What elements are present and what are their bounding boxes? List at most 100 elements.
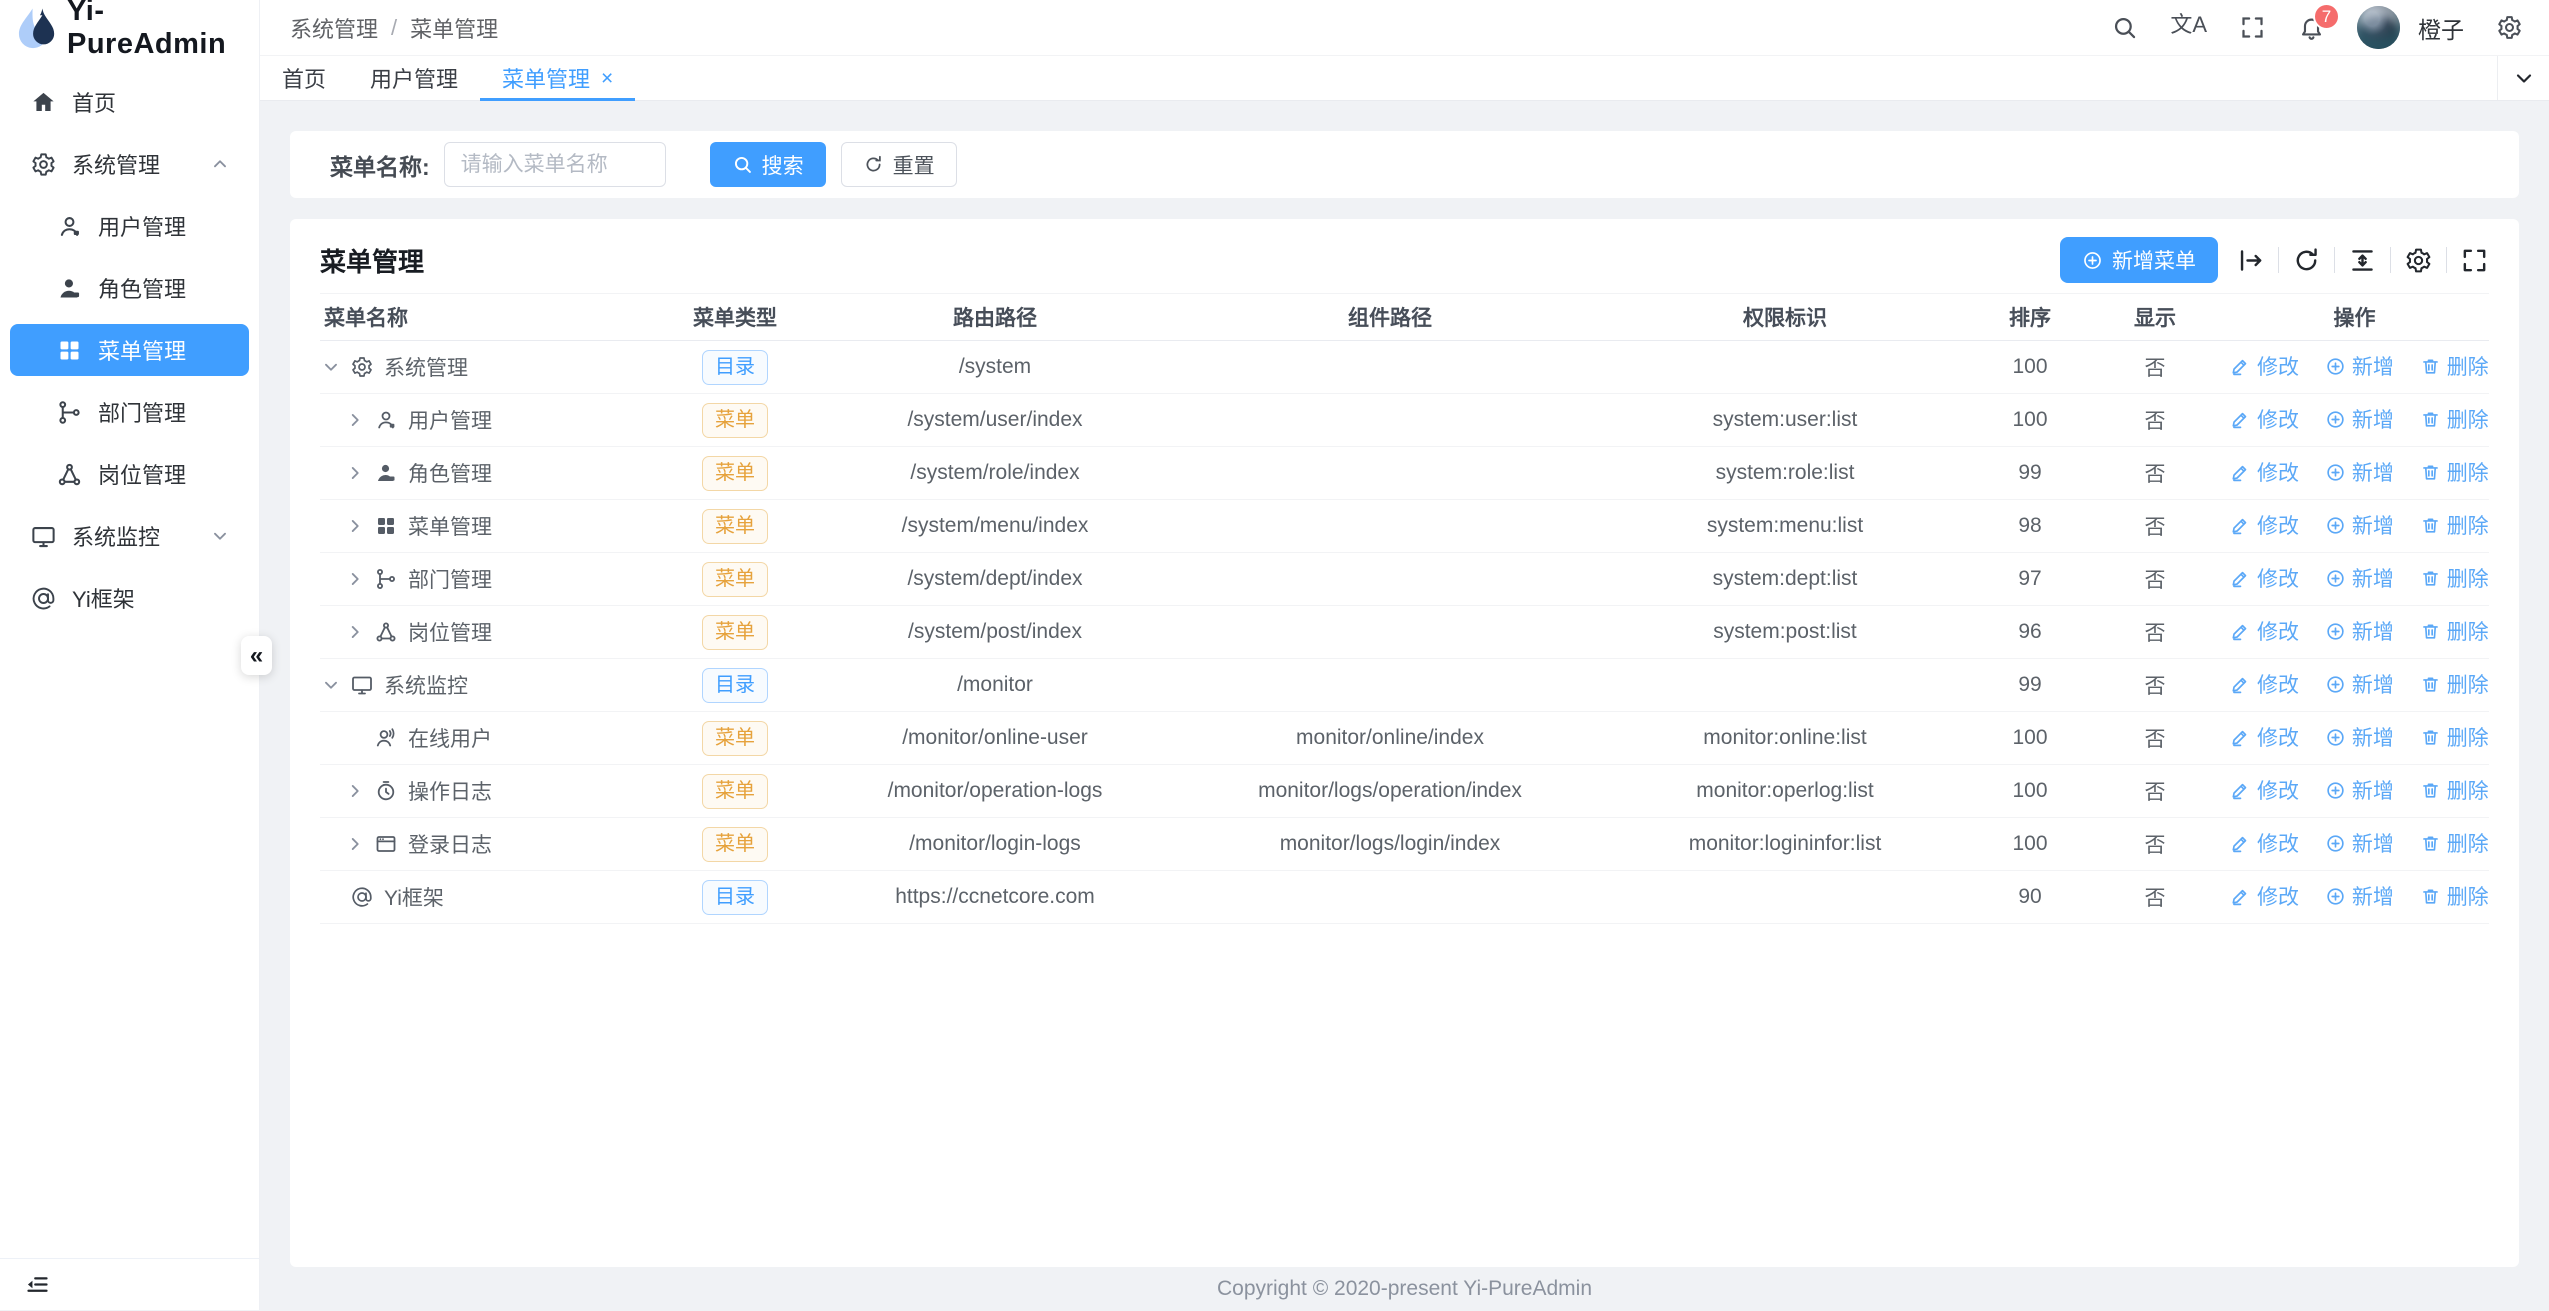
add-link[interactable]: 新增 [2325,828,2394,858]
edit-link[interactable]: 修改 [2230,722,2299,752]
menu-name: 菜单管理 [408,516,492,539]
chevron-right-icon[interactable] [344,621,366,643]
sidebar-item-dept[interactable]: 部门管理 [10,386,249,438]
permission-key: monitor:logininfor:list [1600,817,1970,871]
edit-link[interactable]: 修改 [2230,881,2299,911]
sort-value: 100 [1970,817,2090,871]
menu-name-input[interactable] [443,142,666,187]
tab-菜单管理[interactable]: 菜单管理 × [480,56,636,101]
sort-value: 90 [1970,870,2090,924]
edit-link[interactable]: 修改 [2230,828,2299,858]
delete-link[interactable]: 删除 [2420,351,2489,381]
post-icon [374,620,398,644]
sidebar-item-post[interactable]: 岗位管理 [10,448,249,500]
chevron-right-icon[interactable] [344,515,366,537]
breadcrumb-item[interactable]: 系统管理 [290,16,379,42]
pencil-icon [2230,674,2251,695]
menu-type-badge: 菜单 [702,773,768,809]
tab-首页[interactable]: 首页 [282,67,327,92]
refresh-icon[interactable] [2292,246,2321,275]
route-path: /monitor/login-logs [810,817,1180,871]
sidebar-item-home[interactable]: 首页 [10,76,249,128]
chevron-right-icon[interactable] [344,409,366,431]
delete-link[interactable]: 删除 [2420,510,2489,540]
edit-link[interactable]: 修改 [2230,616,2299,646]
refresh-icon [863,154,884,175]
sort-value: 100 [1970,764,2090,818]
close-icon[interactable]: × [601,66,614,90]
visible-value: 否 [2090,817,2220,871]
delete-link[interactable]: 删除 [2420,881,2489,911]
sidebar-item-monitor[interactable]: 系统监控 [10,510,249,562]
sidebar-item-user[interactable]: 用户管理 [10,200,249,252]
delete-link[interactable]: 删除 [2420,828,2489,858]
density-icon[interactable] [2348,246,2377,275]
chevron-down-icon[interactable] [320,674,342,696]
add-link[interactable]: 新增 [2325,510,2394,540]
delete-link[interactable]: 删除 [2420,404,2489,434]
avatar[interactable] [2357,6,2400,49]
add-link[interactable]: 新增 [2325,775,2394,805]
bar-arrow-right-icon[interactable] [2236,246,2265,275]
trash-icon [2420,409,2441,430]
tabs-dropdown-button[interactable] [2497,56,2549,100]
chevron-right-icon[interactable] [344,780,366,802]
sidebar-item-menu[interactable]: 菜单管理 [10,324,249,376]
delete-link[interactable]: 删除 [2420,722,2489,752]
user-name[interactable]: 橙子 [2418,16,2464,43]
delete-link[interactable]: 删除 [2420,457,2489,487]
menu-fold-icon[interactable] [24,1271,51,1298]
sidebar-collapse-handle[interactable]: « [241,636,272,675]
add-link[interactable]: 新增 [2325,457,2394,487]
add-link[interactable]: 新增 [2325,616,2394,646]
sidebar-item-system[interactable]: 系统管理 [10,138,249,190]
add-link[interactable]: 新增 [2325,351,2394,381]
app-logo[interactable]: Yi-PureAdmin [0,0,259,60]
translate-icon[interactable]: 文A [2170,12,2207,37]
search-button[interactable]: 搜索 [709,142,826,187]
chevron-down-icon[interactable] [320,356,342,378]
delete-link[interactable]: 删除 [2420,616,2489,646]
tab-用户管理[interactable]: 用户管理 [370,67,459,92]
route-path: /system/post/index [810,605,1180,659]
menu-name: Yi框架 [384,887,444,910]
delete-link[interactable]: 删除 [2420,775,2489,805]
sidebar-item-yi[interactable]: Yi框架 [10,572,249,624]
delete-link[interactable]: 删除 [2420,669,2489,699]
fullscreen-icon[interactable] [2239,14,2266,41]
visible-value: 否 [2090,658,2220,712]
chevron-right-icon[interactable] [344,462,366,484]
edit-link[interactable]: 修改 [2230,669,2299,699]
edit-link[interactable]: 修改 [2230,404,2299,434]
add-menu-button[interactable]: 新增菜单 [2060,237,2218,283]
settings-gear-icon[interactable] [2496,14,2523,41]
trash-icon [2420,727,2441,748]
add-link[interactable]: 新增 [2325,669,2394,699]
search-icon [732,154,753,175]
delete-link[interactable]: 删除 [2420,563,2489,593]
sidebar-item-role[interactable]: 角色管理 [10,262,249,314]
menu-name: 用户管理 [408,410,492,433]
edit-link[interactable]: 修改 [2230,510,2299,540]
edit-link[interactable]: 修改 [2230,563,2299,593]
column-header: 路由路径 [810,293,1180,341]
gear-icon[interactable] [2404,246,2433,275]
add-link[interactable]: 新增 [2325,563,2394,593]
reset-button[interactable]: 重置 [840,142,957,187]
chevron-right-icon[interactable] [344,833,366,855]
chevron-right-icon[interactable] [344,568,366,590]
menu-type-badge: 目录 [702,667,768,703]
add-link[interactable]: 新增 [2325,722,2394,752]
edit-link[interactable]: 修改 [2230,457,2299,487]
edit-link[interactable]: 修改 [2230,351,2299,381]
route-path: /monitor/online-user [810,711,1180,765]
expand-icon[interactable] [2460,246,2489,275]
trash-icon [2420,780,2441,801]
pencil-icon [2230,356,2251,377]
add-link[interactable]: 新增 [2325,881,2394,911]
search-icon[interactable] [2111,14,2138,41]
edit-link[interactable]: 修改 [2230,775,2299,805]
notification-bell-icon[interactable]: 7 [2298,3,2340,41]
add-link[interactable]: 新增 [2325,404,2394,434]
route-path: /system [810,340,1180,394]
